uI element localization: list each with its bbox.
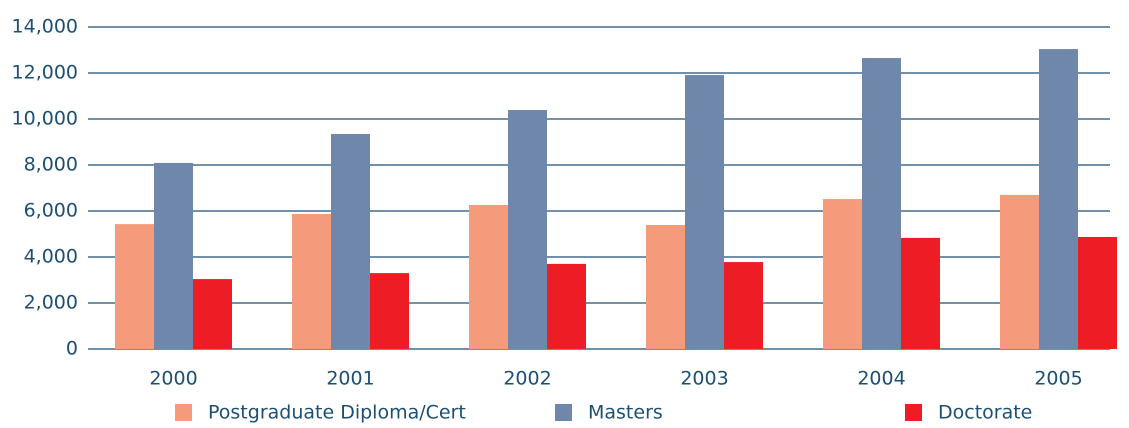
legend-swatch	[555, 404, 572, 421]
bar	[115, 224, 154, 349]
legend-swatch	[175, 404, 192, 421]
x-tick-label: 2000	[149, 368, 197, 390]
bar	[331, 133, 370, 349]
bar	[724, 262, 763, 349]
legend-label: Doctorate	[938, 402, 1032, 424]
bar	[370, 273, 409, 349]
bar	[193, 279, 232, 349]
bar	[508, 110, 547, 349]
y-tick-label: 2,000	[24, 292, 78, 314]
y-tick-label: 6,000	[24, 200, 78, 222]
bar	[901, 237, 940, 349]
bar	[547, 263, 586, 349]
x-tick-label: 2001	[326, 368, 374, 390]
bar	[469, 205, 508, 349]
bar	[862, 58, 901, 350]
y-tick-label: 14,000	[12, 16, 78, 38]
x-tick-label: 2002	[503, 368, 551, 390]
bar	[646, 225, 685, 349]
legend-label: Masters	[588, 402, 663, 424]
y-tick-label: 10,000	[12, 108, 78, 130]
bar	[1039, 49, 1078, 349]
bar	[823, 199, 862, 349]
y-tick-label: 8,000	[24, 154, 78, 176]
y-tick-label: 12,000	[12, 62, 78, 84]
y-tick-label: 0	[66, 338, 78, 360]
x-tick-label: 2003	[680, 368, 728, 390]
bar	[685, 75, 724, 349]
bar	[1078, 236, 1117, 349]
legend-swatch	[905, 404, 922, 421]
x-tick-label: 2004	[857, 368, 905, 390]
legend-label: Postgraduate Diploma/Cert	[208, 402, 466, 424]
bar	[1000, 194, 1039, 349]
x-tick-label: 2005	[1034, 368, 1082, 390]
y-tick-label: 4,000	[24, 246, 78, 268]
bar	[154, 162, 193, 349]
bar	[292, 213, 331, 349]
